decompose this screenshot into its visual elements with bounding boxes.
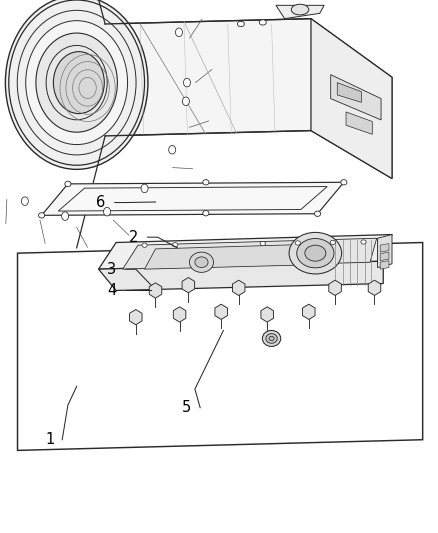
Ellipse shape xyxy=(330,240,336,245)
Ellipse shape xyxy=(195,257,208,268)
Polygon shape xyxy=(368,280,381,295)
Polygon shape xyxy=(337,83,361,102)
Polygon shape xyxy=(123,238,377,269)
Polygon shape xyxy=(182,278,194,293)
Polygon shape xyxy=(215,304,227,319)
Ellipse shape xyxy=(295,241,300,245)
Ellipse shape xyxy=(173,243,178,247)
Ellipse shape xyxy=(260,241,265,246)
Ellipse shape xyxy=(53,52,104,114)
Ellipse shape xyxy=(262,330,281,346)
Ellipse shape xyxy=(36,33,117,132)
Polygon shape xyxy=(145,244,315,269)
Ellipse shape xyxy=(21,197,28,205)
Polygon shape xyxy=(303,304,315,319)
Ellipse shape xyxy=(169,146,176,154)
Ellipse shape xyxy=(141,184,148,192)
Polygon shape xyxy=(99,235,392,269)
Ellipse shape xyxy=(182,97,189,106)
Ellipse shape xyxy=(361,240,366,244)
Ellipse shape xyxy=(269,336,274,341)
Ellipse shape xyxy=(314,211,321,216)
Polygon shape xyxy=(233,280,245,295)
Text: 6: 6 xyxy=(96,195,106,210)
Ellipse shape xyxy=(289,232,342,274)
Polygon shape xyxy=(276,5,324,19)
Polygon shape xyxy=(99,261,383,290)
Ellipse shape xyxy=(5,0,148,169)
Ellipse shape xyxy=(305,245,326,261)
Ellipse shape xyxy=(203,211,209,216)
Polygon shape xyxy=(83,19,392,179)
Text: 4: 4 xyxy=(107,283,117,298)
Polygon shape xyxy=(173,307,186,322)
Ellipse shape xyxy=(190,252,214,272)
Polygon shape xyxy=(42,182,344,215)
Text: 5: 5 xyxy=(181,400,191,415)
Text: 1: 1 xyxy=(46,432,55,447)
Ellipse shape xyxy=(259,20,266,25)
Ellipse shape xyxy=(62,212,69,220)
Polygon shape xyxy=(380,261,389,269)
Polygon shape xyxy=(130,310,142,325)
Polygon shape xyxy=(311,19,392,179)
Ellipse shape xyxy=(26,21,127,144)
Polygon shape xyxy=(346,112,372,134)
Ellipse shape xyxy=(142,243,147,247)
Polygon shape xyxy=(149,283,162,298)
Polygon shape xyxy=(329,280,341,295)
Ellipse shape xyxy=(297,239,334,268)
Ellipse shape xyxy=(266,334,277,343)
Polygon shape xyxy=(261,307,273,322)
Ellipse shape xyxy=(184,78,191,87)
Text: 2: 2 xyxy=(129,230,138,245)
Polygon shape xyxy=(331,75,381,120)
Text: 3: 3 xyxy=(107,262,116,277)
Ellipse shape xyxy=(39,213,45,218)
Ellipse shape xyxy=(176,28,183,37)
Ellipse shape xyxy=(291,4,309,15)
Ellipse shape xyxy=(103,207,110,216)
Ellipse shape xyxy=(237,21,244,27)
Ellipse shape xyxy=(203,180,209,185)
Polygon shape xyxy=(378,235,392,268)
Ellipse shape xyxy=(341,180,347,185)
Ellipse shape xyxy=(65,181,71,187)
Polygon shape xyxy=(380,252,389,261)
Polygon shape xyxy=(380,244,389,252)
